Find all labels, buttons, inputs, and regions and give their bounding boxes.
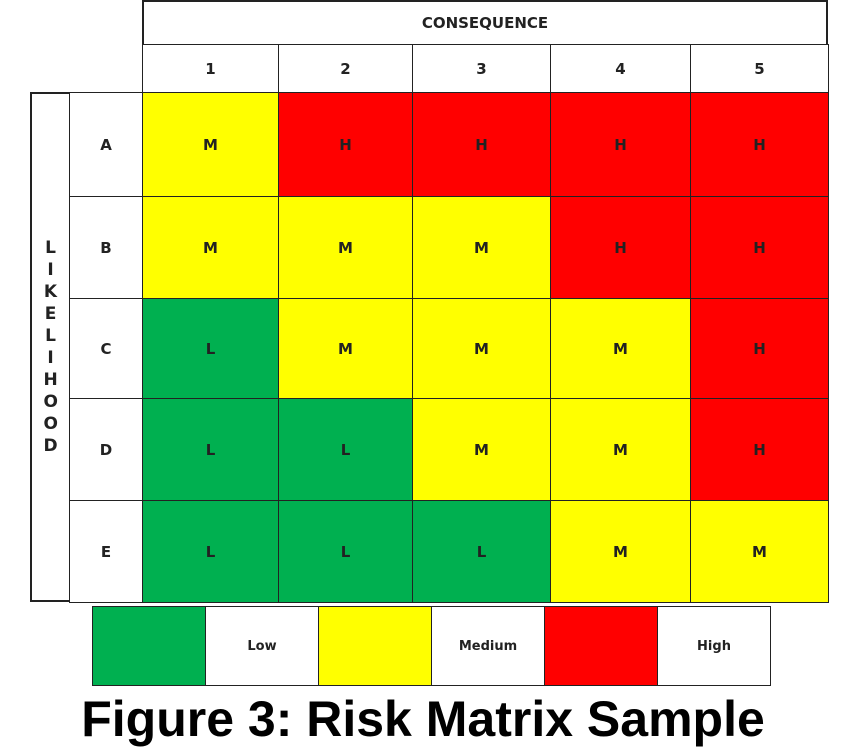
risk-cell: H <box>690 196 829 299</box>
column-label: 5 <box>690 44 829 93</box>
column-label: 3 <box>412 44 551 93</box>
page: {"matrix": { "column_header": "CONSEQUEN… <box>30 0 829 747</box>
risk-cell: L <box>278 398 413 501</box>
risk-cell: L <box>278 500 413 603</box>
risk-cell: M <box>142 92 279 197</box>
risk-cell: M <box>412 398 551 501</box>
risk-cell: L <box>142 398 279 501</box>
row-label: D <box>69 398 143 501</box>
risk-cell: H <box>550 196 691 299</box>
column-label: 2 <box>278 44 413 93</box>
risk-cell: M <box>550 398 691 501</box>
risk-cell: L <box>412 500 551 603</box>
risk-cell: M <box>690 500 829 603</box>
row-label: B <box>69 196 143 299</box>
risk-cell: M <box>412 298 551 399</box>
legend-label: High <box>657 606 771 686</box>
risk-cell: M <box>278 196 413 299</box>
caption: Figure 3: Risk Matrix Sample <box>81 691 765 747</box>
risk-cell: H <box>690 92 829 197</box>
row-label: E <box>69 500 143 603</box>
column-header: CONSEQUENCE <box>142 0 828 45</box>
column-label: 4 <box>550 44 691 93</box>
risk-cell: H <box>690 398 829 501</box>
column-label: 1 <box>142 44 279 93</box>
legend-label: Low <box>205 606 319 686</box>
risk-cell: M <box>550 298 691 399</box>
row-header-cell: LIKELIHOOD <box>30 92 70 602</box>
row-header: LIKELIHOOD <box>43 238 58 456</box>
risk-cell: M <box>142 196 279 299</box>
legend-swatch <box>544 606 658 686</box>
risk-cell: H <box>278 92 413 197</box>
risk-cell: M <box>412 196 551 299</box>
row-label: C <box>69 298 143 399</box>
risk-cell: M <box>550 500 691 603</box>
risk-cell: L <box>142 298 279 399</box>
legend-swatch <box>92 606 206 686</box>
legend-swatch <box>318 606 432 686</box>
risk-cell: M <box>278 298 413 399</box>
risk-cell: H <box>550 92 691 197</box>
row-label: A <box>69 92 143 197</box>
risk-cell: H <box>412 92 551 197</box>
risk-cell: H <box>690 298 829 399</box>
legend-label: Medium <box>431 606 545 686</box>
risk-cell: L <box>142 500 279 603</box>
